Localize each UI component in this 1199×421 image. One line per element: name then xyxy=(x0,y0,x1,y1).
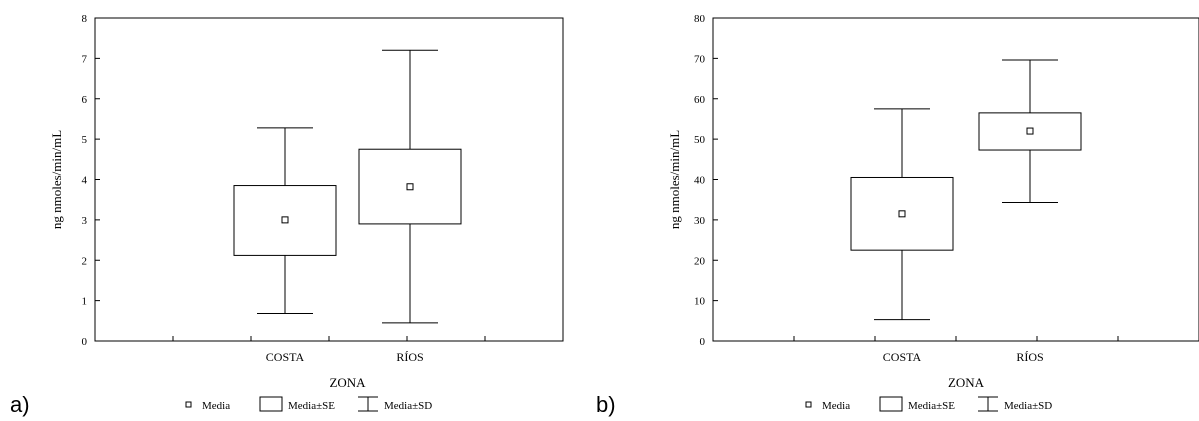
x-axis-label: ZONA xyxy=(329,375,366,390)
plot-frame xyxy=(94,17,564,342)
y-tick-label: 40 xyxy=(694,175,706,187)
x-category-label: COSTA xyxy=(266,350,305,364)
legend-se-icon xyxy=(259,396,283,412)
x-axis-label: ZONA xyxy=(948,375,985,390)
y-tick-label: 5 xyxy=(82,134,88,146)
box-costa xyxy=(850,108,954,321)
y-tick-label: 2 xyxy=(82,255,88,267)
legend: Media Media±SE Media±SD xyxy=(805,396,1052,412)
y-tick-label: 80 xyxy=(694,13,706,25)
box-ros xyxy=(978,59,1082,204)
y-tick-label: 3 xyxy=(82,215,88,227)
legend-label-sd: Media±SD xyxy=(384,400,432,412)
legend-mean-icon xyxy=(805,401,812,408)
y-tick-label: 1 xyxy=(82,296,88,308)
y-axis-label: ng nmoles/min/mL xyxy=(667,130,682,229)
legend: Media Media±SE Media±SD xyxy=(185,396,432,412)
y-tick-label: 70 xyxy=(694,53,706,65)
chart-panel-a: 0 1 2 3 4 5 6 7 8 COSTA RÍOS ZONA ng nmoles/min/mL a)… xyxy=(10,13,564,417)
x-category-label: RÍOS xyxy=(396,350,423,364)
panel-label: b) xyxy=(596,392,616,417)
mean-marker xyxy=(1026,127,1034,135)
se-box xyxy=(358,148,462,225)
y-tick-label: 30 xyxy=(694,215,706,227)
y-tick-label: 6 xyxy=(82,94,88,106)
x-category-label: RÍOS xyxy=(1016,350,1043,364)
y-tick-label: 0 xyxy=(700,336,706,348)
legend-mean-icon xyxy=(185,401,192,408)
y-tick-label: 60 xyxy=(694,94,706,106)
legend-label-media: Media xyxy=(202,400,230,412)
mean-marker xyxy=(898,210,906,218)
legend-label-se: Media±SE xyxy=(288,400,335,412)
y-tick-label: 10 xyxy=(694,296,706,308)
legend-label-se: Media±SE xyxy=(908,400,955,412)
legend-label-media: Media xyxy=(822,400,850,412)
box-ros xyxy=(358,49,462,324)
y-tick-label: 0 xyxy=(82,336,88,348)
y-tick-label: 8 xyxy=(82,13,88,25)
y-tick-label: 50 xyxy=(694,134,706,146)
y-axis-label: ng nmoles/min/mL xyxy=(49,130,64,229)
legend-label-sd: Media±SD xyxy=(1004,400,1052,412)
mean-marker xyxy=(281,216,289,224)
y-tick-label: 4 xyxy=(82,175,88,187)
chart-panel-b: 0 10 20 30 40 50 60 70 80 COSTA RÍOS ZONA ng nmoles/… xyxy=(596,13,1199,417)
plot-frame xyxy=(712,17,1199,342)
x-category-label: COSTA xyxy=(883,350,922,364)
mean-marker xyxy=(406,183,414,191)
y-tick-label: 20 xyxy=(694,255,706,267)
legend-se-icon xyxy=(879,396,903,412)
box-costa xyxy=(233,127,337,315)
y-tick-label: 7 xyxy=(82,53,88,65)
panel-label: a) xyxy=(10,392,30,417)
